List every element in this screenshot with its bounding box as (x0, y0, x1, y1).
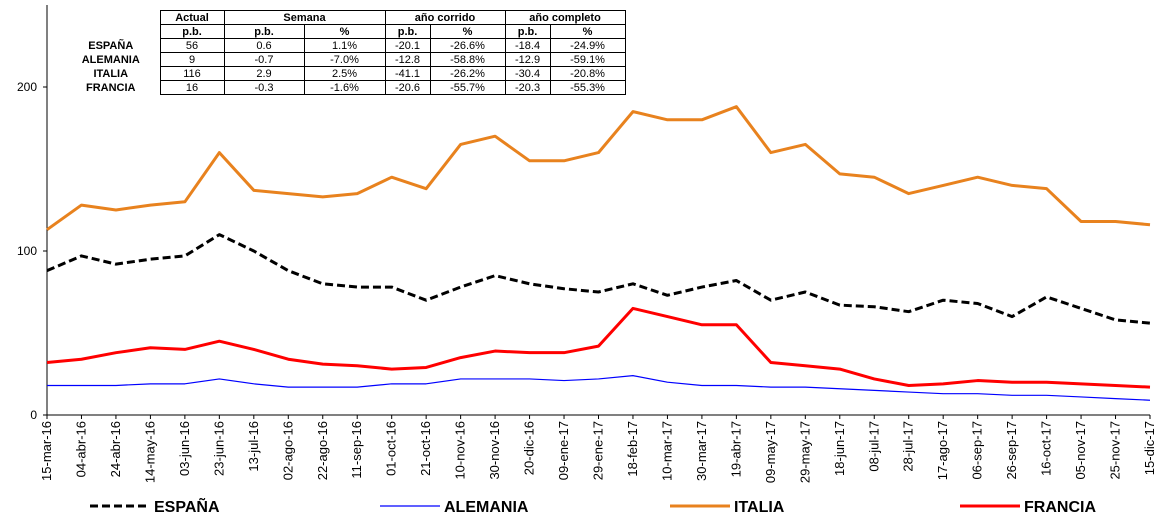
x-tick-label: 24-abr-16 (108, 421, 123, 477)
x-tick-label: 09-may-17 (763, 421, 778, 483)
x-tick-label: 19-abr-17 (728, 421, 743, 477)
y-tick-label: 200 (17, 80, 37, 94)
x-tick-label: 18-feb-17 (625, 421, 640, 477)
x-tick-label: 04-abr-16 (73, 421, 88, 477)
legend-label: FRANCIA (1024, 499, 1096, 516)
legend-label: ITALIA (734, 499, 785, 516)
table-cell (62, 11, 160, 25)
table-cell: ITALIA (93, 67, 129, 80)
series-line (46, 233, 1151, 325)
table-cell: -20.3 (504, 80, 551, 95)
x-tick-label: 09-ene-17 (556, 421, 571, 480)
x-tick-label: 16-oct-17 (1039, 421, 1054, 476)
legend-label: ALEMANIA (444, 499, 529, 516)
table-cell: -24.9% (549, 38, 626, 53)
series-line (47, 375, 1151, 401)
table-cell: -12.8 (384, 52, 431, 67)
x-tick-label: 13-jul-16 (246, 421, 261, 472)
y-tick-label: 0 (30, 408, 37, 422)
x-tick-label: 22-ago-16 (315, 421, 330, 480)
x-tick-label: 10-mar-17 (659, 421, 674, 481)
table-row: FRANCIA 16 -0.3 -1.6% -20.6 -55.7% -20.3 -55.3% (62, 80, 626, 95)
legend-label: ESPAÑA (154, 496, 220, 516)
x-tick-label: 29-ene-17 (591, 421, 606, 480)
table-cell: -7.0% (303, 52, 386, 67)
table-cell: -20.8% (549, 66, 626, 81)
table-cell: 1.1% (303, 38, 386, 53)
x-tick-label: 30-mar-17 (694, 421, 709, 481)
table-row: ITALIA 116 2.9 2.5% -41.1 -26.2% -30.4 -20.8% (62, 66, 626, 81)
x-tick-label: 25-nov-17 (1108, 421, 1123, 480)
table-cell: -12.9 (504, 52, 551, 67)
table-cell: año corrido (384, 10, 506, 25)
table-cell: 2.5% (303, 66, 386, 81)
table-cell (62, 25, 160, 39)
table-cell: -55.7% (429, 80, 506, 95)
table-cell: -58.8% (429, 52, 506, 67)
table-cell: FRANCIA (86, 81, 136, 94)
table-cell: 116 (159, 66, 225, 81)
table-cell: ALEMANIA (81, 53, 140, 66)
x-tick-label: 14-may-16 (142, 421, 157, 483)
table-cell: p.b. (504, 24, 551, 39)
x-tick-label: 21-oct-16 (418, 421, 433, 476)
table-row: ESPAÑA 56 0.6 1.1% -20.1 -26.6% -18.4 -24.9% (62, 38, 626, 53)
table-cell: % (549, 24, 626, 39)
x-tick-label: 02-ago-16 (280, 421, 295, 480)
x-tick-label: 29-may-17 (797, 421, 812, 483)
x-tick-label: 11-sep-16 (349, 421, 364, 479)
x-tick-label: 15-dic-17 (1142, 421, 1157, 475)
table-cell: -0.7 (223, 52, 305, 67)
x-tick-label: 01-oct-16 (384, 421, 399, 476)
x-tick-label: 23-jun-16 (211, 421, 226, 476)
table-cell: % (303, 24, 386, 39)
table-cell: 2.9 (223, 66, 305, 81)
x-tick-label: 26-sep-17 (1004, 421, 1019, 480)
x-tick-label: 06-sep-17 (970, 421, 985, 480)
x-tick-label: 10-nov-16 (453, 421, 468, 480)
table-cell: -55.3% (549, 80, 626, 95)
x-tick-label: 03-jun-16 (177, 421, 192, 476)
x-tick-label: 18-jun-17 (832, 421, 847, 476)
table-cell: Semana (223, 10, 386, 25)
table-cell: % (429, 24, 506, 39)
table-cell: 0.6 (223, 38, 305, 53)
table-cell: ESPAÑA (88, 39, 134, 52)
y-tick-label: 100 (17, 244, 37, 258)
table-cell: -26.2% (429, 66, 506, 81)
x-tick-label: 28-jul-17 (901, 421, 916, 472)
x-tick-label: 20-dic-16 (522, 421, 537, 475)
table-cell: 56 (159, 38, 225, 53)
table-cell: p.b. (384, 24, 431, 39)
table-subheader: p.b. p.b.% p.b.% p.b.% (62, 24, 626, 39)
table-cell: Actual (159, 10, 225, 25)
table-cell: 16 (159, 80, 225, 95)
table-row: ALEMANIA 9 -0.7 -7.0% -12.8 -58.8% -12.9 -59.1% (62, 52, 626, 67)
x-tick-label: 17-ago-17 (935, 421, 950, 480)
table-cell: p.b. (223, 24, 305, 39)
table-cell: -30.4 (504, 66, 551, 81)
x-tick-label: 08-jul-17 (866, 421, 881, 472)
table-cell: -41.1 (384, 66, 431, 81)
table-cell: -0.3 (223, 80, 305, 95)
summary-table: Actual Semana año corrido año completo p.b. p… (62, 10, 626, 95)
series-line (46, 105, 1151, 231)
table-cell: -59.1% (549, 52, 626, 67)
table-cell: año completo (504, 10, 626, 25)
x-tick-label: 30-nov-16 (487, 421, 502, 480)
table-cell: -20.1 (384, 38, 431, 53)
table-cell: -1.6% (303, 80, 386, 95)
table-cell: -26.6% (429, 38, 506, 53)
table-cell: -20.6 (384, 80, 431, 95)
table-cell: 9 (159, 52, 225, 67)
x-tick-label: 05-nov-17 (1073, 421, 1088, 480)
table-header: Actual Semana año corrido año completo (62, 10, 626, 25)
x-tick-label: 15-mar-16 (39, 421, 54, 481)
table-cell: p.b. (159, 24, 225, 39)
series-line (46, 306, 1151, 389)
table-cell: -18.4 (504, 38, 551, 53)
